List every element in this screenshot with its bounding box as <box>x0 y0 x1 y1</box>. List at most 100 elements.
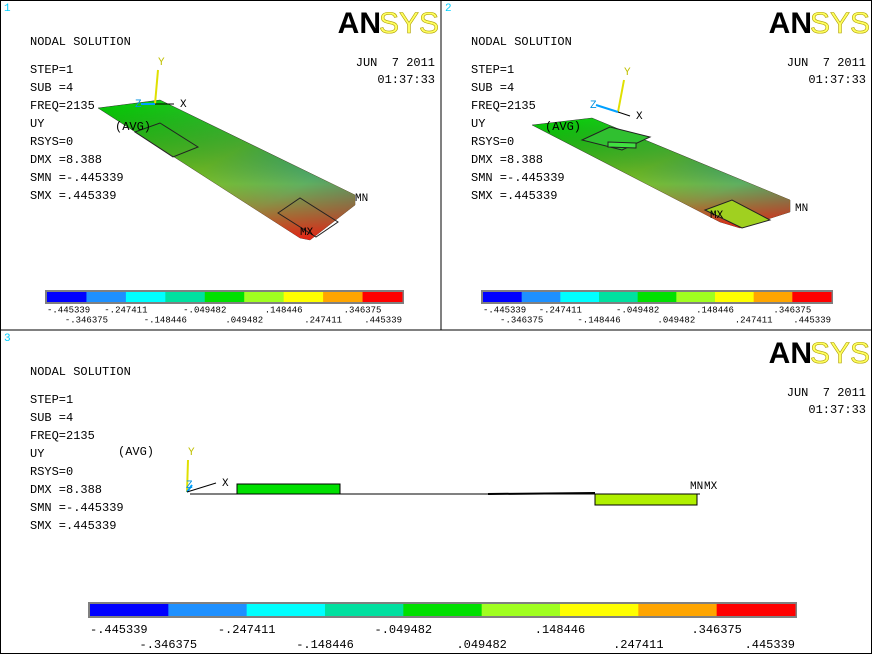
legend-band <box>716 604 796 616</box>
logo-outline: SYS <box>379 7 439 40</box>
avg-label: (AVG) <box>118 445 154 459</box>
time: 01:37:33 <box>377 73 435 87</box>
logo-outline: SYS <box>810 7 870 40</box>
legend-label: -.148446 <box>296 638 354 652</box>
legend-band <box>246 604 326 616</box>
legend-label: .445339 <box>793 315 831 325</box>
plate-shade <box>98 100 355 240</box>
date: JUN 7 2011 <box>787 386 866 400</box>
block <box>607 141 637 149</box>
legend-band <box>638 604 718 616</box>
axis-y <box>186 459 189 493</box>
legend-label: .346375 <box>691 623 741 637</box>
legend-label: -.049482 <box>375 623 433 637</box>
panel-number: 2 <box>445 3 452 15</box>
axis-label-z: Z <box>135 99 142 111</box>
block <box>236 483 341 495</box>
legend-band <box>204 292 245 302</box>
legend-band <box>521 292 561 302</box>
max-label: MX <box>300 227 314 239</box>
legend-label: .247411 <box>735 315 773 325</box>
max-label: MX <box>710 210 724 222</box>
legend-band <box>792 292 832 302</box>
info-line: RSYS=0 <box>471 135 514 149</box>
panel-number: 1 <box>4 3 11 15</box>
legend-label: -.346375 <box>500 315 543 325</box>
title: NODAL SOLUTION <box>471 35 572 49</box>
axis-y <box>154 69 159 105</box>
legend-label: -.346375 <box>140 638 198 652</box>
info-line: SMX =.445339 <box>471 189 557 203</box>
min-label: MN <box>690 481 703 493</box>
panel-number: 3 <box>4 333 11 345</box>
logo-bold: AN <box>769 7 812 40</box>
legend-band <box>483 292 523 302</box>
legend-label: .445339 <box>745 638 795 652</box>
info-line: SMN =-.445339 <box>30 501 124 515</box>
legend-band <box>481 604 561 616</box>
logo-outline: SYS <box>810 337 870 370</box>
info-line: FREQ=2135 <box>30 429 95 443</box>
info-line: SMX =.445339 <box>30 189 116 203</box>
legend-band <box>637 292 677 302</box>
info-line: STEP=1 <box>471 63 514 77</box>
avg-label: (AVG) <box>115 120 151 134</box>
info-line: SMN =-.445339 <box>471 171 565 185</box>
block <box>133 122 200 158</box>
legend-label: .247411 <box>304 315 342 325</box>
avg-label: (AVG) <box>545 120 581 134</box>
title: NODAL SOLUTION <box>30 35 131 49</box>
legend-label: -.049482 <box>616 305 659 315</box>
legend-band <box>244 292 285 302</box>
axis-label-z: Z <box>590 100 597 112</box>
info-line: STEP=1 <box>30 63 73 77</box>
info-line: UY <box>30 447 44 461</box>
info-line: FREQ=2135 <box>471 99 536 113</box>
date: JUN 7 2011 <box>787 56 866 70</box>
legend-label: .346375 <box>344 305 382 315</box>
info-line: DMX =8.388 <box>30 483 102 497</box>
info-line: UY <box>471 117 485 131</box>
legend-band <box>47 292 87 302</box>
legend-label: .445339 <box>364 315 402 325</box>
legend-band <box>362 292 403 302</box>
axis-label-y: Y <box>624 67 631 79</box>
date: JUN 7 2011 <box>356 56 435 70</box>
legend-band <box>403 604 483 616</box>
min-label: MN <box>355 193 368 205</box>
legend-label: .148446 <box>535 623 585 637</box>
axis-label-y: Y <box>188 447 195 459</box>
legend-band <box>90 604 169 616</box>
block <box>594 493 698 506</box>
axis-label-z: Z <box>186 480 193 492</box>
legend-label: -.346375 <box>65 315 108 325</box>
legend-label: -.445339 <box>90 623 148 637</box>
logo-bold: AN <box>769 337 812 370</box>
legend-band <box>168 604 248 616</box>
info-line: STEP=1 <box>30 393 73 407</box>
info-line: SMX =.445339 <box>30 519 116 533</box>
legend-label: -.247411 <box>218 623 276 637</box>
legend-band <box>165 292 206 302</box>
legend-label: -.247411 <box>104 305 147 315</box>
axis-label-x: X <box>222 478 229 490</box>
legend-label: -.247411 <box>539 305 582 315</box>
axis-y <box>617 79 625 113</box>
legend-band <box>753 292 793 302</box>
legend-label: -.445339 <box>483 305 526 315</box>
legend-label: -.049482 <box>183 305 226 315</box>
legend-label: .049482 <box>657 315 695 325</box>
legend-band <box>560 604 639 616</box>
info-line: DMX =8.388 <box>471 153 543 167</box>
axis-label-y: Y <box>158 57 165 69</box>
logo-bold: AN <box>338 7 381 40</box>
min-label: MN <box>795 203 808 215</box>
legend-band <box>325 604 404 616</box>
legend-label: -.445339 <box>47 305 90 315</box>
plate-edge <box>487 492 596 495</box>
info-line: SUB =4 <box>471 81 514 95</box>
axis-label-x: X <box>180 99 187 111</box>
legend-band <box>560 292 600 302</box>
